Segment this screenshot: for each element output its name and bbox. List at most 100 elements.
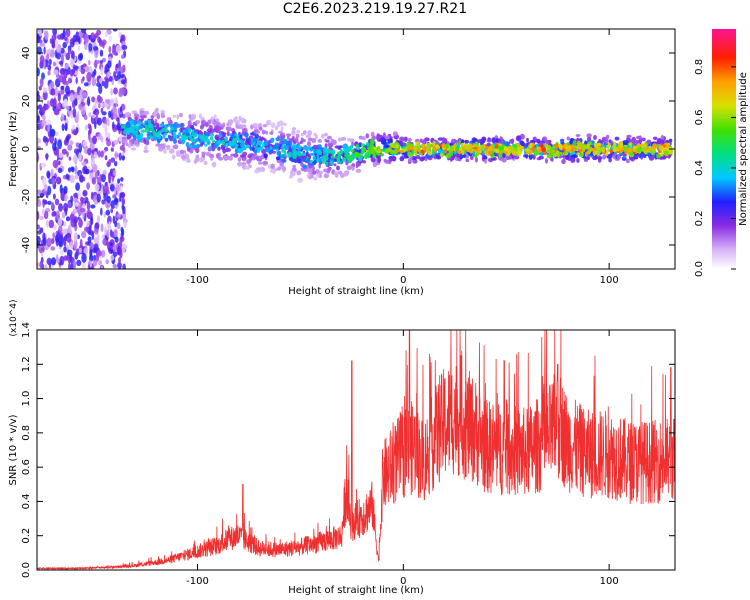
heatmap-cell — [294, 137, 299, 143]
heatmap-cell — [52, 61, 57, 67]
heatmap-cell — [118, 152, 122, 161]
heatmap-cell — [63, 185, 68, 195]
heatmap-cell — [157, 133, 162, 140]
heatmap-cell — [86, 182, 90, 190]
heatmap-cell — [78, 142, 83, 153]
heatmap-cell — [238, 139, 242, 143]
heatmap-cell — [650, 155, 655, 160]
heatmap-cell — [657, 139, 662, 144]
heatmap-cell — [302, 164, 307, 170]
heatmap-cell — [114, 220, 118, 228]
heatmap-cell — [351, 152, 355, 158]
heatmap-cell — [475, 152, 479, 157]
y-tick-label: 1.4 — [21, 322, 32, 338]
heatmap-cell — [74, 41, 79, 46]
heatmap-cell — [389, 142, 393, 147]
heatmap-cell — [105, 78, 110, 83]
heatmap-cell — [328, 143, 334, 148]
heatmap-cell — [69, 175, 75, 183]
heatmap-cell — [37, 67, 40, 77]
heatmap-cell — [46, 170, 51, 179]
heatmap-cell — [61, 211, 66, 219]
heatmap-cell — [324, 132, 328, 137]
heatmap-cell — [296, 170, 302, 176]
heatmap-cell — [57, 92, 61, 102]
heatmap-cell — [194, 120, 201, 124]
heatmap-cell — [62, 228, 68, 235]
heatmap-cell — [267, 164, 272, 170]
heatmap-cell — [329, 160, 335, 166]
heatmap-cell — [242, 164, 246, 169]
heatmap-cell — [503, 146, 508, 152]
heatmap-cell — [117, 178, 121, 184]
heatmap-cell — [341, 158, 346, 163]
heatmap-cell — [261, 148, 267, 155]
heatmap-cell — [94, 183, 100, 192]
heatmap-cell — [42, 176, 47, 187]
heatmap-cell — [125, 123, 131, 129]
heatmap-cell — [297, 152, 302, 157]
heatmap-cell — [155, 143, 161, 147]
heatmap-cell — [87, 96, 91, 107]
heatmap-cell — [61, 148, 67, 155]
heatmap-cells — [37, 29, 674, 269]
heatmap-cell — [50, 246, 56, 251]
heatmap-cell — [98, 260, 103, 266]
heatmap-cell — [108, 159, 112, 165]
heatmap-cell — [638, 135, 642, 141]
heatmap-cell — [115, 44, 121, 54]
heatmap-cell — [392, 131, 398, 137]
heatmap-cell — [84, 124, 88, 131]
heatmap-cell — [46, 257, 52, 265]
heatmap-cell — [436, 155, 442, 160]
heatmap-cell — [529, 155, 533, 161]
heatmap-cell — [209, 133, 215, 137]
heatmap-cell — [215, 153, 220, 159]
heatmap-cell — [111, 231, 115, 239]
heatmap-cell — [576, 152, 580, 156]
heatmap-cell — [136, 120, 142, 126]
heatmap-cell — [612, 153, 616, 159]
heatmap-cell — [566, 136, 571, 141]
heatmap-cell — [145, 140, 150, 146]
heatmap-cell — [81, 252, 87, 263]
heatmap-cell — [93, 151, 98, 159]
heatmap-cell — [477, 139, 483, 144]
heatmap-cell — [349, 138, 355, 143]
heatmap-cell — [101, 234, 105, 239]
heatmap-cell — [103, 212, 106, 218]
heatmap-cell — [274, 125, 279, 131]
heatmap-cell — [351, 165, 355, 171]
heatmap-cell — [112, 29, 118, 32]
heatmap-cell — [391, 157, 395, 161]
snr-x-ticks: -100 0 100 — [186, 330, 619, 587]
heatmap-cell — [332, 149, 336, 155]
heatmap-cell — [57, 102, 61, 109]
heatmap-cell — [587, 137, 591, 142]
heatmap-cell — [86, 71, 92, 82]
heatmap-cell — [65, 52, 71, 61]
heatmap-cell — [121, 244, 126, 253]
heatmap-cell — [57, 34, 63, 40]
heatmap-cell — [585, 151, 588, 157]
heatmap-cell — [274, 142, 280, 149]
heatmap-cell — [167, 134, 171, 140]
heatmap-cell — [384, 159, 390, 164]
heatmap-cell — [211, 118, 214, 124]
heatmap-cell — [458, 140, 461, 145]
heatmap-cell — [145, 137, 150, 141]
heatmap-cell — [168, 119, 173, 126]
heatmap-cell — [70, 58, 75, 68]
heatmap-cell — [437, 137, 444, 141]
heatmap-cell — [326, 135, 332, 140]
heatmap-cell — [421, 156, 426, 160]
heatmap-cell — [295, 133, 300, 138]
heatmap-cell — [292, 143, 296, 149]
heatmap-cell — [85, 65, 90, 73]
heatmap-cell — [488, 150, 492, 155]
x-tick-label: 100 — [600, 275, 619, 286]
heatmap-cell — [622, 146, 628, 152]
heatmap-cell — [313, 176, 318, 181]
heatmap-cell — [120, 184, 123, 193]
heatmap-cell — [77, 53, 83, 61]
